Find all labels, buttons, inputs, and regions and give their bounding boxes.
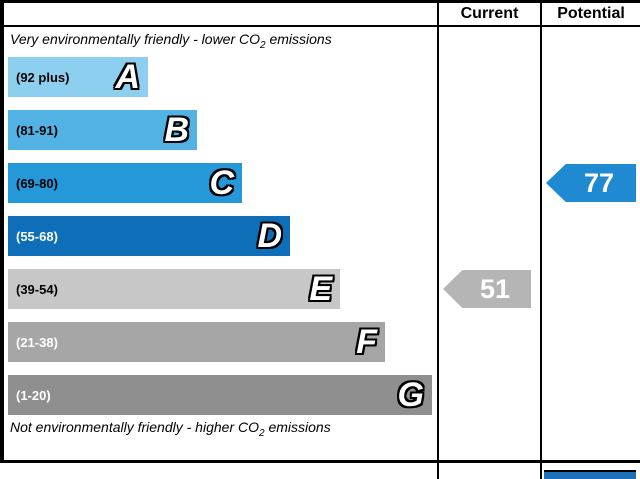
band-range-label: (55-68) — [16, 228, 58, 244]
partial-blue-box — [544, 470, 636, 479]
potential-column-divider — [540, 0, 542, 479]
header-divider — [0, 25, 640, 27]
band-letter: E — [309, 270, 332, 308]
current-rating-value: 51 — [479, 273, 511, 304]
bottom-caption-text: Not environmentally friendly - higher CO — [10, 419, 259, 435]
band-row-g: (1-20) G — [8, 375, 432, 415]
band-row-f: (21-38) F — [8, 322, 385, 362]
table-border-top — [0, 0, 640, 3]
band-range-label: (21-38) — [16, 334, 58, 350]
potential-rating-value: 77 — [583, 167, 615, 198]
band-range-label: (81-91) — [16, 122, 58, 138]
bottom-caption: Not environmentally friendly - higher CO… — [10, 419, 331, 439]
band-range-label: (1-20) — [16, 387, 51, 403]
band-letter: C — [209, 164, 234, 202]
top-caption: Very environmentally friendly - lower CO… — [10, 31, 332, 51]
bottom-caption-subscript: 2 — [259, 427, 265, 439]
table-border-bottom — [0, 460, 640, 463]
current-rating-arrow: 51 — [443, 270, 531, 308]
band-row-b: (81-91) B — [8, 110, 197, 150]
top-caption-text: Very environmentally friendly - lower CO — [10, 31, 261, 47]
band-range-label: (92 plus) — [16, 69, 70, 85]
column-header-current: Current — [460, 5, 519, 22]
potential-rating-arrow: 77 — [546, 164, 636, 202]
top-caption-tail: emissions — [265, 31, 332, 47]
table-border-left — [0, 0, 4, 462]
column-header-potential: Potential — [557, 5, 625, 22]
band-range-label: (69-80) — [16, 175, 58, 191]
band-row-e: (39-54) E — [8, 269, 340, 309]
band-range-label: (39-54) — [16, 281, 58, 297]
band-letter: A — [115, 58, 140, 96]
band-letter: D — [257, 217, 282, 255]
bottom-caption-tail: emissions — [264, 419, 331, 435]
band-row-a: (92 plus) A — [8, 57, 148, 97]
band-letter: F — [356, 323, 377, 361]
band-row-c: (69-80) C — [8, 163, 242, 203]
band-letter: B — [164, 111, 189, 149]
current-column-divider — [437, 0, 439, 479]
band-row-d: (55-68) D — [8, 216, 290, 256]
top-caption-subscript: 2 — [260, 39, 266, 51]
band-letter: G — [397, 376, 424, 414]
